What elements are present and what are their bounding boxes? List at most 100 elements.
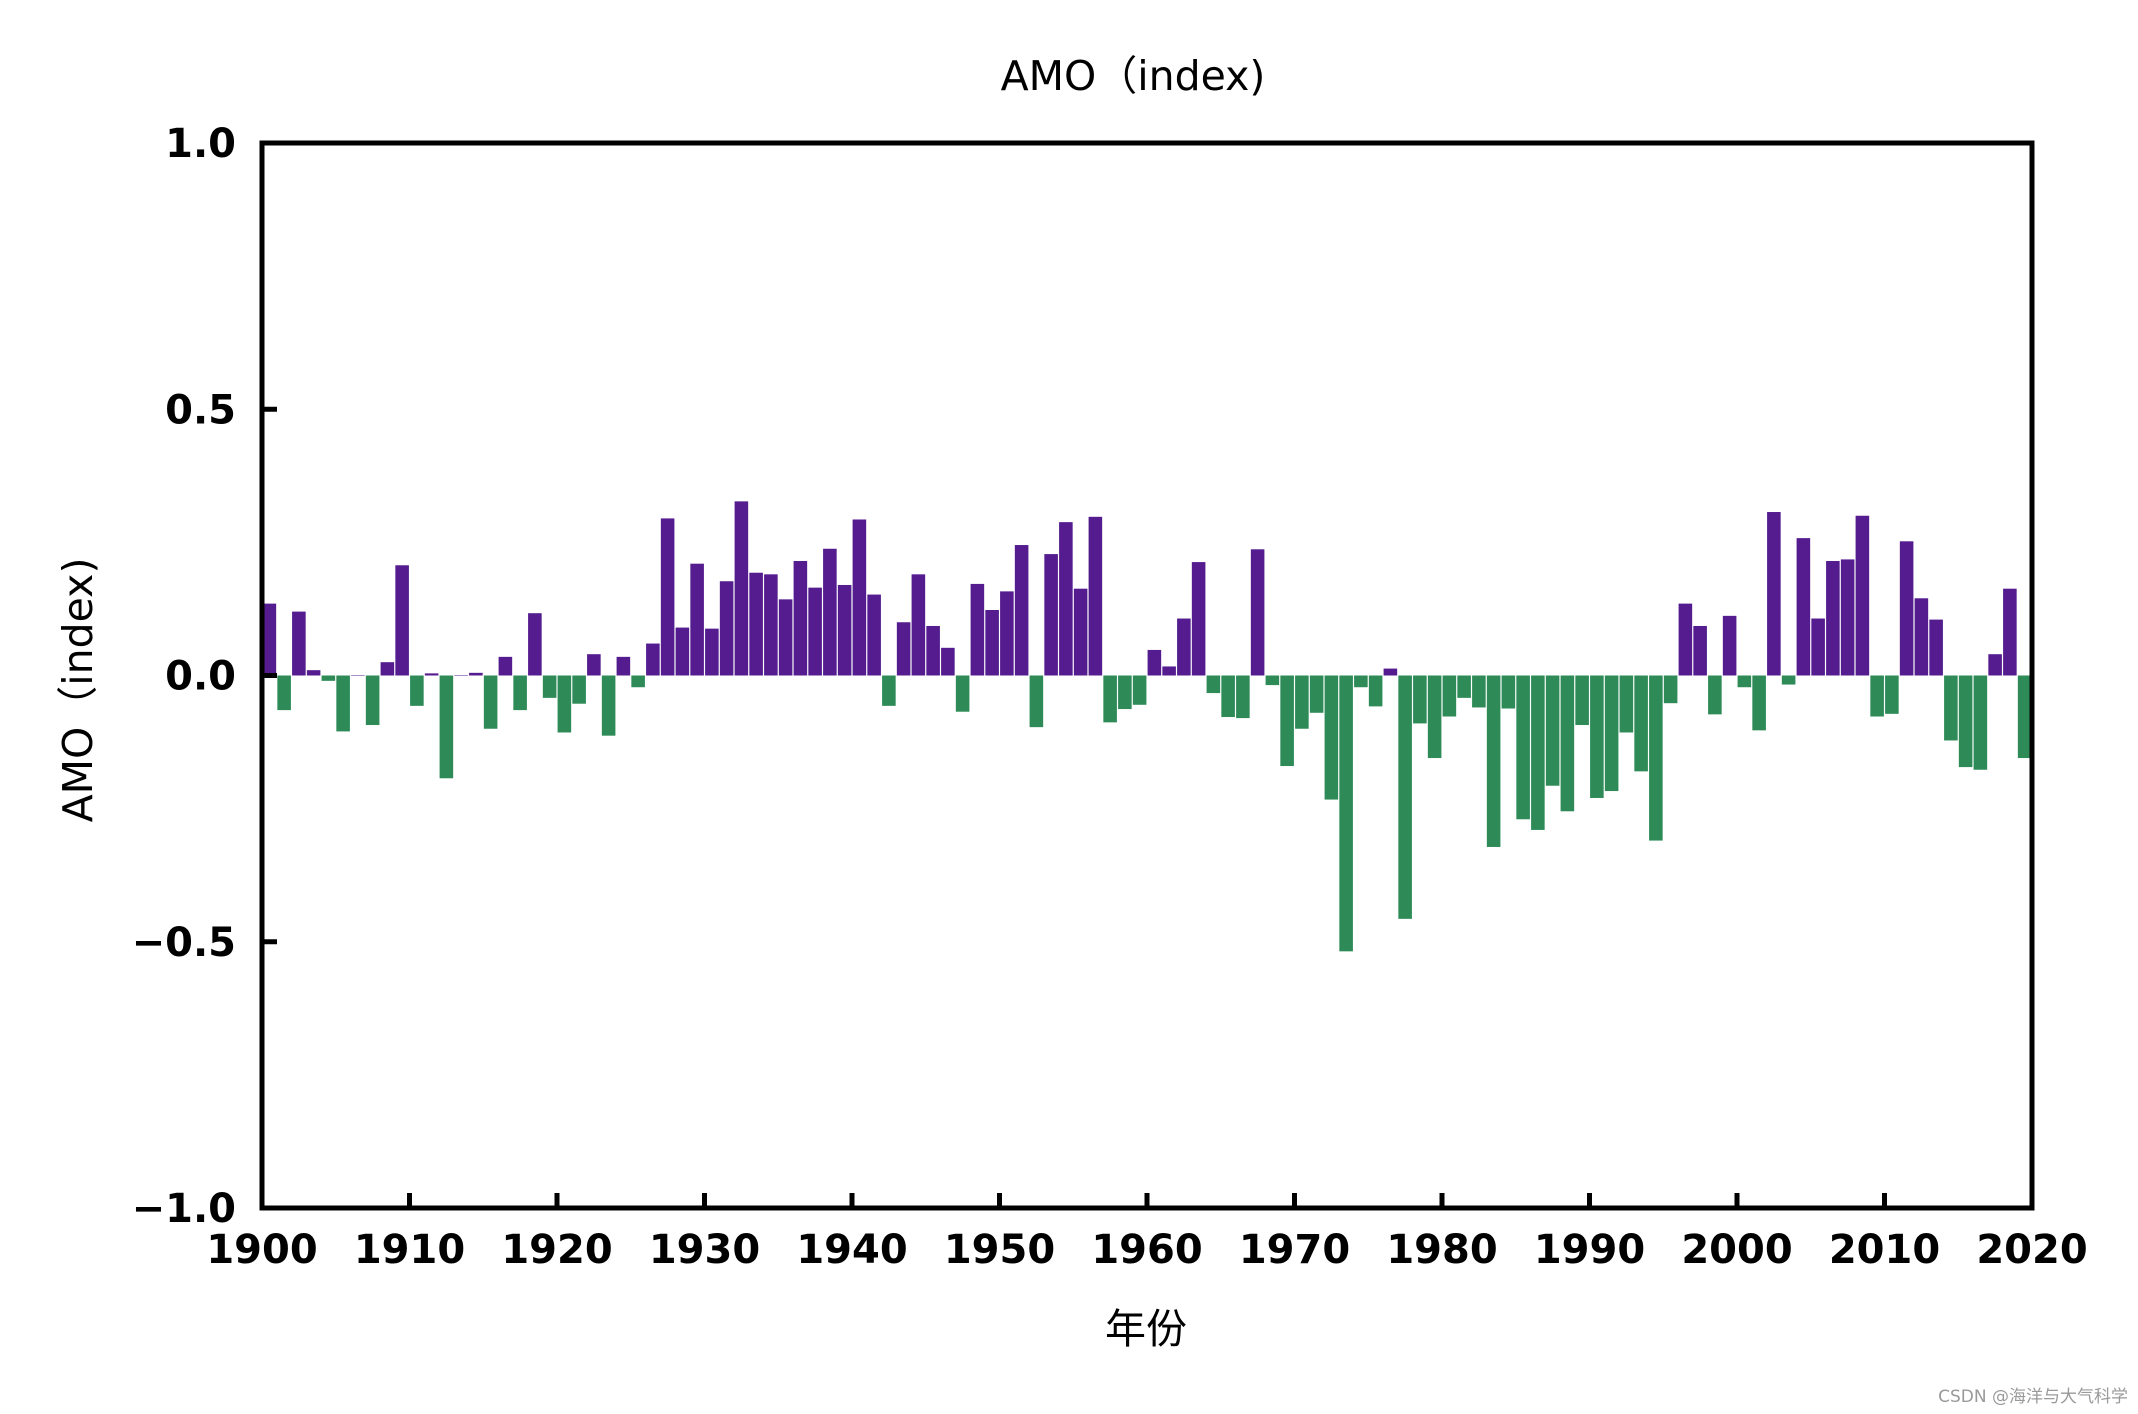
bar-1918 <box>528 613 542 676</box>
bar-1916 <box>498 656 513 676</box>
y-tick-label: −1.0 <box>132 1186 236 1232</box>
bar-1912 <box>439 675 454 779</box>
y-tick-label: 1.0 <box>165 121 236 167</box>
bar-1957 <box>1103 675 1117 723</box>
x-tick-label: 1990 <box>1534 1227 1645 1273</box>
bar-2014 <box>1944 675 1958 741</box>
bar-1976 <box>1383 668 1398 676</box>
bar-1983 <box>1486 675 1501 847</box>
bar-2004 <box>1796 538 1811 676</box>
bar-1952 <box>1029 675 1044 728</box>
bar-1967 <box>1250 549 1265 676</box>
bar-1950 <box>1000 591 1014 676</box>
bar-2007 <box>1840 559 1855 676</box>
bar-1980 <box>1442 675 1457 717</box>
bar-1979 <box>1427 675 1442 759</box>
bar-1988 <box>1560 675 1575 812</box>
bar-1951 <box>1014 545 1029 676</box>
bar-2016 <box>1973 675 1988 770</box>
bar-1970 <box>1295 675 1309 729</box>
bar-1964 <box>1206 675 1221 694</box>
bar-1941 <box>867 594 881 676</box>
bar-1940 <box>852 519 867 676</box>
x-tick-label: 2000 <box>1681 1227 1792 1273</box>
y-tick-label: 0.0 <box>165 654 236 700</box>
bar-1929 <box>690 563 704 676</box>
bar-1971 <box>1309 675 1324 713</box>
bar-1955 <box>1073 588 1088 676</box>
bar-1926 <box>646 643 660 676</box>
y-axis-ticks: 1.0 0.5 0.0 −0.5 −1.0 <box>132 121 277 1232</box>
bar-1913 <box>454 675 468 676</box>
bar-1905 <box>336 675 350 732</box>
bar-2019 <box>2017 675 2032 759</box>
x-tick-label: 1910 <box>354 1227 465 1273</box>
bar-1931 <box>719 581 734 676</box>
bar-1948 <box>970 583 985 676</box>
bar-1985 <box>1516 675 1530 820</box>
bar-1932 <box>734 501 749 676</box>
bar-1945 <box>926 625 940 676</box>
bar-1960 <box>1147 649 1162 676</box>
x-tick-label: 1980 <box>1386 1227 1497 1273</box>
bar-1974 <box>1354 675 1368 688</box>
bar-2002 <box>1767 512 1781 676</box>
y-tick-label: −0.5 <box>132 920 236 966</box>
bar-1977 <box>1398 675 1412 919</box>
x-tick-label: 1970 <box>1239 1227 1350 1273</box>
bar-2003 <box>1781 675 1796 685</box>
bar-1969 <box>1280 675 1294 767</box>
bar-1972 <box>1324 675 1339 800</box>
bar-1909 <box>395 565 409 676</box>
bar-1928 <box>675 627 690 676</box>
bar-2011 <box>1899 541 1914 676</box>
bar-1925 <box>631 675 645 688</box>
bar-1991 <box>1604 675 1619 792</box>
bar-2006 <box>1826 561 1840 676</box>
bar-1984 <box>1501 675 1516 709</box>
x-axis-ticks: 1900 1910 1920 1930 1940 1950 1960 1970 1980 1990… <box>206 1193 2088 1273</box>
bar-1994 <box>1649 675 1663 841</box>
bar-1989 <box>1575 675 1589 726</box>
bar-1917 <box>513 675 527 711</box>
bar-1921 <box>572 675 586 704</box>
bar-2017 <box>1988 654 2002 676</box>
bar-1965 <box>1221 675 1235 718</box>
bar-2008 <box>1855 515 1870 676</box>
x-tick-label: 1920 <box>501 1227 612 1273</box>
bar-1995 <box>1663 675 1678 704</box>
bar-1958 <box>1118 675 1132 710</box>
bar-1978 <box>1413 675 1427 724</box>
bar-1997 <box>1693 625 1707 676</box>
bar-1959 <box>1132 675 1147 705</box>
bar-2012 <box>1914 598 1929 676</box>
x-tick-label: 2020 <box>1976 1227 2087 1273</box>
x-tick-label: 1960 <box>1091 1227 1202 1273</box>
y-axis-label: AMO（index) <box>54 558 102 823</box>
x-tick-label: 1940 <box>796 1227 907 1273</box>
bar-1992 <box>1619 675 1634 733</box>
bar-1935 <box>778 599 793 676</box>
bar-2001 <box>1752 675 1766 731</box>
bar-1908 <box>380 662 395 676</box>
bar-1910 <box>410 675 424 706</box>
bar-1996 <box>1678 603 1693 676</box>
bar-1963 <box>1191 562 1206 676</box>
bars-group <box>262 501 2032 952</box>
y-tick-label: 0.5 <box>165 387 236 433</box>
bar-1993 <box>1634 675 1648 772</box>
bar-1947 <box>955 675 970 712</box>
bar-1937 <box>808 587 822 676</box>
bar-1968 <box>1265 675 1280 686</box>
bar-1930 <box>705 628 719 676</box>
bar-1946 <box>941 647 955 676</box>
bar-2018 <box>2003 588 2017 676</box>
bar-1936 <box>793 561 808 676</box>
bar-1956 <box>1088 516 1103 676</box>
bar-2013 <box>1929 619 1943 676</box>
bar-2010 <box>1885 675 1899 714</box>
bar-1934 <box>764 574 778 676</box>
bar-1944 <box>911 574 926 676</box>
x-tick-label: 1930 <box>649 1227 760 1273</box>
